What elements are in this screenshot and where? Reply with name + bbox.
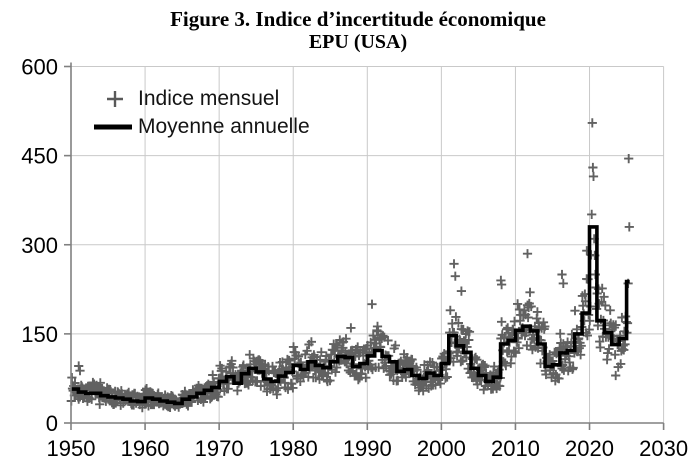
x-tick-label: 2020 — [565, 436, 614, 461]
x-tick-label: 1980 — [269, 436, 318, 461]
x-tick-label: 1950 — [47, 436, 96, 461]
title-block: Figure 3. Indice d’incertitude économiqu… — [20, 7, 696, 54]
x-tick-label: 1960 — [121, 436, 170, 461]
x-tick-label: 1970 — [195, 436, 244, 461]
y-tick-label: 300 — [21, 233, 58, 258]
y-tick-label: 600 — [21, 55, 58, 80]
legend-item-annual: Moyenne annuelle — [92, 113, 310, 141]
x-tick-label: 2010 — [491, 436, 540, 461]
y-tick-label: 450 — [21, 144, 58, 169]
legend-item-monthly: Indice mensuel — [92, 85, 310, 113]
plus-marker-icon — [92, 87, 138, 111]
y-tick-label: 0 — [46, 411, 58, 436]
legend-label-annual: Moyenne annuelle — [138, 115, 310, 138]
x-tick-label: 2000 — [417, 436, 466, 461]
annual-average-line — [71, 225, 630, 406]
legend-label-monthly: Indice mensuel — [138, 87, 280, 110]
y-tick-label: 150 — [21, 322, 58, 347]
x-tick-label: 2030 — [639, 436, 688, 461]
chart-title: Figure 3. Indice d’incertitude économiqu… — [170, 7, 546, 31]
chart-legend: Indice mensuel Moyenne annuelle — [92, 85, 310, 141]
chart-subtitle: EPU (USA) — [308, 31, 408, 53]
line-swatch-icon — [92, 122, 138, 132]
x-tick-label: 1990 — [343, 436, 392, 461]
